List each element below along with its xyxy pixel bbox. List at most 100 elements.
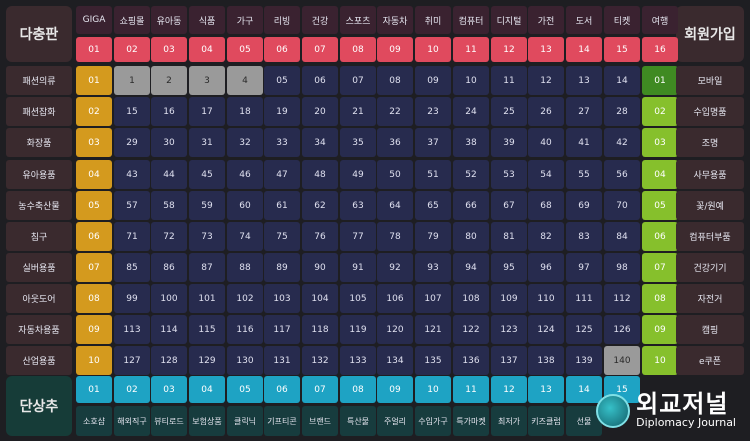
grid-cell[interactable]: 77 — [340, 222, 376, 251]
bottom-code-12[interactable]: 12 — [491, 376, 527, 403]
bottom-category-1[interactable]: 소호샵 — [76, 406, 112, 436]
grid-cell[interactable]: 96 — [528, 253, 564, 282]
grid-cell[interactable]: 114 — [151, 315, 187, 344]
grid-cell[interactable]: 55 — [566, 160, 602, 189]
top-code-10[interactable]: 10 — [415, 37, 451, 62]
bottom-category-10[interactable]: 수입가구 — [415, 406, 451, 436]
left-category-9[interactable]: 자동차용품 — [6, 315, 72, 344]
grid-cell[interactable]: 51 — [415, 160, 451, 189]
grid-cell[interactable]: 44 — [151, 160, 187, 189]
grid-cell[interactable]: 66 — [453, 191, 489, 220]
grid-cell[interactable]: 86 — [151, 253, 187, 282]
grid-cell[interactable]: 18 — [227, 97, 263, 126]
grid-cell[interactable]: 15 — [114, 97, 150, 126]
top-category-16[interactable]: 여행 — [642, 6, 678, 34]
grid-cell[interactable]: 94 — [453, 253, 489, 282]
grid-cell[interactable]: 125 — [566, 315, 602, 344]
grid-cell[interactable]: 25 — [491, 97, 527, 126]
grid-cell[interactable]: 36 — [377, 128, 413, 157]
grid-cell[interactable]: 83 — [566, 222, 602, 251]
grid-cell[interactable]: 09 — [415, 66, 451, 95]
left-category-8[interactable]: 아웃도어 — [6, 284, 72, 313]
grid-cell[interactable]: 57 — [114, 191, 150, 220]
top-code-5[interactable]: 05 — [227, 37, 263, 62]
grid-cell[interactable]: 67 — [491, 191, 527, 220]
left-category-10[interactable]: 산업용품 — [6, 346, 72, 375]
left-category-5[interactable]: 농수축산물 — [6, 191, 72, 220]
grid-cell[interactable]: 10 — [453, 66, 489, 95]
grid-cell[interactable]: 65 — [415, 191, 451, 220]
grid-cell[interactable]: 38 — [453, 128, 489, 157]
top-code-8[interactable]: 08 — [340, 37, 376, 62]
top-category-8[interactable]: 스포츠 — [340, 6, 376, 34]
grid-cell[interactable]: 128 — [151, 346, 187, 375]
grid-cell[interactable]: 113 — [114, 315, 150, 344]
corner-bottom-left[interactable]: 단상추 — [6, 376, 72, 436]
grid-cell[interactable]: 116 — [227, 315, 263, 344]
grid-cell[interactable]: 37 — [415, 128, 451, 157]
right-category-5[interactable]: 꽃/원예 — [676, 191, 744, 220]
left-code-6[interactable]: 06 — [76, 222, 112, 251]
top-code-9[interactable]: 09 — [377, 37, 413, 62]
grid-cell[interactable]: 76 — [302, 222, 338, 251]
grid-cell[interactable]: 58 — [151, 191, 187, 220]
grid-cell[interactable]: 135 — [415, 346, 451, 375]
grid-cell[interactable]: 126 — [604, 315, 640, 344]
top-code-15[interactable]: 15 — [604, 37, 640, 62]
grid-cell[interactable]: 80 — [453, 222, 489, 251]
bottom-category-12[interactable]: 최저가 — [491, 406, 527, 436]
grid-cell[interactable]: 121 — [415, 315, 451, 344]
grid-cell[interactable]: 105 — [340, 284, 376, 313]
top-code-12[interactable]: 12 — [491, 37, 527, 62]
grid-cell[interactable]: 118 — [302, 315, 338, 344]
right-code-1[interactable]: 01 — [642, 66, 678, 95]
grid-cell[interactable]: 26 — [528, 97, 564, 126]
left-code-9[interactable]: 09 — [76, 315, 112, 344]
grid-cell[interactable]: 53 — [491, 160, 527, 189]
grid-cell[interactable]: 88 — [227, 253, 263, 282]
grid-cell[interactable]: 82 — [528, 222, 564, 251]
grid-cell[interactable]: 27 — [566, 97, 602, 126]
grid-cell[interactable]: 89 — [264, 253, 300, 282]
grid-cell[interactable]: 74 — [227, 222, 263, 251]
bottom-code-7[interactable]: 07 — [302, 376, 338, 403]
top-category-12[interactable]: 디지털 — [491, 6, 527, 34]
grid-cell[interactable]: 48 — [302, 160, 338, 189]
grid-cell[interactable]: 134 — [377, 346, 413, 375]
bottom-code-11[interactable]: 11 — [453, 376, 489, 403]
grid-cell[interactable]: 24 — [453, 97, 489, 126]
grid-cell[interactable]: 106 — [377, 284, 413, 313]
grid-cell[interactable]: 127 — [114, 346, 150, 375]
grid-cell[interactable]: 21 — [340, 97, 376, 126]
grid-cell[interactable]: 120 — [377, 315, 413, 344]
right-code-3[interactable]: 03 — [642, 128, 678, 157]
top-code-6[interactable]: 06 — [264, 37, 300, 62]
grid-cell[interactable]: 102 — [227, 284, 263, 313]
grid-cell[interactable]: 93 — [415, 253, 451, 282]
grid-cell[interactable]: 62 — [302, 191, 338, 220]
grid-cell[interactable]: 60 — [227, 191, 263, 220]
left-code-7[interactable]: 07 — [76, 253, 112, 282]
grid-cell[interactable]: 12 — [528, 66, 564, 95]
grid-cell[interactable]: 70 — [604, 191, 640, 220]
grid-cell[interactable]: 71 — [114, 222, 150, 251]
grid-cell[interactable]: 13 — [566, 66, 602, 95]
bottom-code-9[interactable]: 09 — [377, 376, 413, 403]
top-category-14[interactable]: 도서 — [566, 6, 602, 34]
top-category-4[interactable]: 식품 — [189, 6, 225, 34]
grid-cell[interactable]: 3 — [189, 66, 225, 95]
left-code-10[interactable]: 10 — [76, 346, 112, 375]
right-code-10[interactable]: 10 — [642, 346, 678, 375]
grid-cell[interactable]: 64 — [377, 191, 413, 220]
grid-cell[interactable]: 129 — [189, 346, 225, 375]
grid-cell[interactable]: 85 — [114, 253, 150, 282]
grid-cell[interactable]: 104 — [302, 284, 338, 313]
grid-cell[interactable]: 132 — [302, 346, 338, 375]
grid-cell[interactable]: 110 — [528, 284, 564, 313]
grid-cell[interactable]: 109 — [491, 284, 527, 313]
grid-cell[interactable]: 54 — [528, 160, 564, 189]
right-code-2[interactable]: 02 — [642, 97, 678, 126]
top-code-7[interactable]: 07 — [302, 37, 338, 62]
top-code-13[interactable]: 13 — [528, 37, 564, 62]
grid-cell[interactable]: 30 — [151, 128, 187, 157]
